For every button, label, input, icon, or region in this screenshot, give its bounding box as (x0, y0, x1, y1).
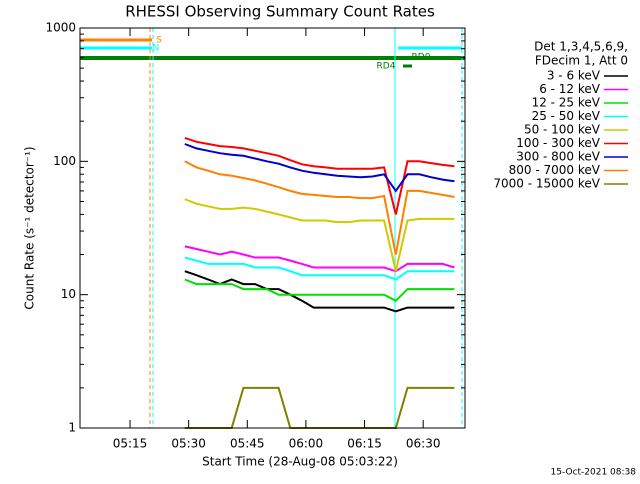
y-tick-label: 10 (61, 287, 76, 301)
x-tick-label: 05:30 (171, 437, 206, 451)
chart-title: RHESSI Observing Summary Count Rates (125, 3, 435, 21)
x-tick-label: 05:15 (113, 437, 148, 451)
series-line (184, 198, 455, 272)
footer: 15-Oct-2021 08:38 (551, 468, 637, 478)
x-tick-label: 06:30 (406, 437, 441, 451)
legend-label: 12 - 25 keV (532, 96, 601, 110)
annotation: RD0 (412, 53, 431, 63)
legend-label: 800 - 7000 keV (509, 163, 601, 177)
annotation: RD4 (377, 62, 396, 72)
legend-label: 7000 - 15000 keV (493, 177, 600, 191)
legend-header: Det 1,3,4,5,6,9, (534, 40, 628, 54)
y-tick-label: 1 (68, 421, 76, 435)
series-line (184, 160, 455, 255)
x-tick-label: 06:00 (289, 437, 324, 451)
series-line (184, 256, 455, 281)
series-line (184, 278, 455, 303)
legend-label: 25 - 50 keV (532, 109, 601, 123)
series-line (184, 143, 455, 193)
series-line (184, 136, 455, 215)
y-axis-label: Count Rate (s⁻¹ detector⁻¹) (23, 146, 37, 309)
legend-label: 50 - 100 keV (524, 123, 601, 137)
y-tick-label: 1000 (45, 21, 76, 35)
x-axis-label: Start Time (28-Aug-08 05:03:22) (202, 455, 398, 469)
series-line (184, 270, 455, 313)
x-tick-label: 06:15 (347, 437, 382, 451)
plot-frame (79, 27, 466, 429)
y-tick-label: 100 (53, 154, 76, 168)
legend-label: 300 - 800 keV (516, 150, 600, 164)
legend-label: 3 - 6 keV (547, 69, 601, 83)
legend-header: FDecim 1, Att 0 (535, 54, 628, 68)
annotation: S (156, 36, 162, 46)
series-line (184, 245, 455, 273)
annotation: N (153, 44, 160, 54)
legend-label: 6 - 12 keV (539, 82, 601, 96)
legend-label: 100 - 300 keV (516, 136, 600, 150)
x-tick-label: 05:45 (230, 437, 265, 451)
